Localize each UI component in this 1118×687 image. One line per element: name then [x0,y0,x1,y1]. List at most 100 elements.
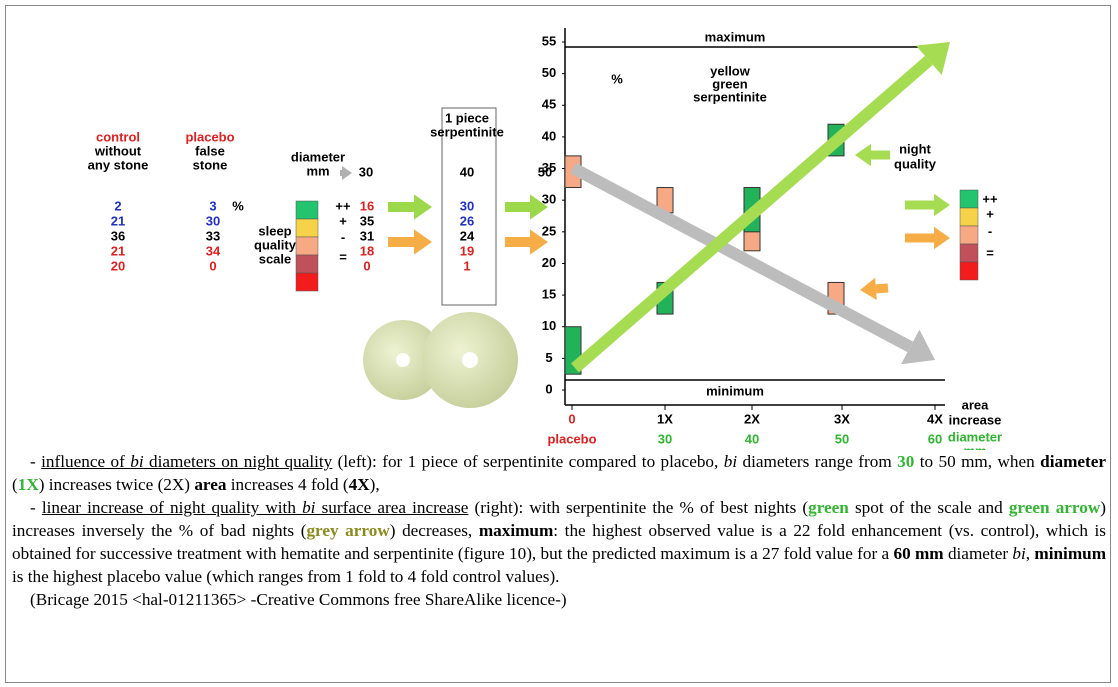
scale-swatch [296,219,318,237]
arrow-head [414,194,432,219]
label: mm [306,163,329,178]
label: 50 [542,65,556,80]
scale-swatch [960,244,978,262]
label: diameter [948,429,1002,444]
label: placebo [185,129,234,144]
label: placebo [547,431,596,446]
label: stone [193,157,228,172]
caption-text: 30 [897,452,914,471]
label: sleep [258,223,291,238]
caption-text: 60 mm [893,544,943,563]
label: 33 [206,228,220,243]
caption-text: ), [370,475,380,494]
label: 1 [463,258,470,273]
label: 36 [111,228,125,243]
label: increase [949,412,1002,427]
label: scale [259,251,292,266]
label: 30 [658,431,672,446]
caption-text: bi [130,452,143,471]
label: - [341,229,345,244]
label: 31 [360,228,374,243]
caption-text: bi [1012,544,1025,563]
arrow-head [860,278,877,300]
caption-text: diameters range from [737,452,897,471]
scale-swatch [296,255,318,273]
label: ++ [982,191,998,206]
label: 10 [542,318,556,333]
label: 18 [360,243,374,258]
caption-text: influence of [41,452,130,471]
label: serpentinite [693,89,767,104]
caption-text: diameters on night quality [144,452,333,471]
scale-swatch [960,208,978,226]
arrow-head [934,194,950,216]
arrow [876,288,888,289]
label: 34 [206,243,221,258]
label: 30 [359,164,373,179]
caption-text: bi [302,498,315,517]
label: without [94,143,142,158]
label: + [986,206,994,221]
label: 0 [568,411,575,426]
caption-text: 1X [18,475,39,494]
caption-text: diameter [1040,452,1106,471]
label: 21 [111,243,125,258]
label: 40 [542,128,556,143]
label: 2X [744,411,760,426]
label: 1 piece [445,110,489,125]
label: 1X [657,411,673,426]
label: area [962,397,990,412]
label: ++ [335,198,351,213]
label: 4X [927,411,943,426]
caption-text: linear increase of night quality with [42,498,302,517]
caption-text: diameter [944,544,1013,563]
caption-text: ) decreases, [390,521,479,540]
label: 3 [209,198,216,213]
label: 25 [542,223,556,238]
caption-text: is the highest placebo value (which rang… [12,567,559,586]
caption-text: - [30,498,42,517]
caption-text: (Bricage 2015 <hal-01211365> -Creative C… [30,590,567,609]
label: = [339,249,347,264]
caption-text: green arrow [1009,498,1100,517]
caption-paragraph: (Bricage 2015 <hal-01211365> -Creative C… [12,588,1106,611]
label: 30 [542,192,556,207]
caption-text: area [194,475,226,494]
label: 55 [542,33,556,48]
label: 60 [928,431,942,446]
caption-text: ) increases twice (2X) [39,475,195,494]
label: 40 [460,164,474,179]
caption-text: minimum [1034,544,1106,563]
page: control placebo sleep without false quality an… [0,0,1118,687]
label: 2 [114,198,121,213]
caption-text: spot of the scale and [849,498,1009,517]
label: 24 [460,228,475,243]
label: 15 [542,287,556,302]
label: quality [254,237,297,252]
label: serpentinite [430,124,504,139]
label: = [986,245,994,260]
label: - [988,223,992,238]
label: 0 [363,258,370,273]
label: 45 [542,97,556,112]
label: 16 [360,198,374,213]
label: night [899,141,931,156]
label: any stone [88,157,149,172]
label: 19 [460,243,474,258]
caption-paragraph: - linear increase of night quality with … [12,496,1106,588]
label: false [195,143,225,158]
caption-text: (left): for 1 piece of serpentinite comp… [332,452,723,471]
caption-text: bi [724,452,737,471]
label: maximum [705,29,766,44]
label: 20 [542,255,556,270]
scale-swatch [296,273,318,291]
label: minimum [706,383,764,398]
label: control [96,129,140,144]
caption-text: grey arrow [306,521,389,540]
stones [363,312,518,408]
caption-text: to 50 mm, when [914,452,1040,471]
label: 21 [111,213,125,228]
arrow-head [414,229,432,254]
arrow-head [934,227,950,249]
label: diameter [291,149,345,164]
